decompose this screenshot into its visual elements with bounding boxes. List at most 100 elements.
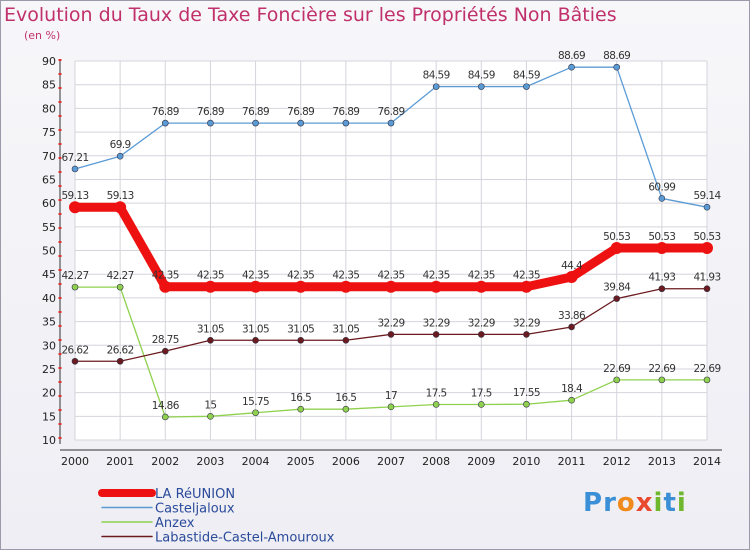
data-point — [523, 331, 530, 338]
data-point — [387, 119, 395, 127]
data-label: 14.86 — [152, 400, 180, 412]
data-label: 32.29 — [377, 317, 404, 329]
data-label: 42.35 — [152, 270, 179, 282]
data-label: 31.05 — [242, 323, 269, 335]
data-label: 32.29 — [468, 317, 495, 329]
data-label: 33.86 — [558, 310, 586, 322]
data-point — [204, 280, 217, 293]
x-tick-label: 2010 — [512, 455, 540, 468]
data-label: 31.05 — [332, 323, 359, 335]
y-tick-label: 80 — [42, 102, 56, 115]
data-label: 69.9 — [110, 139, 131, 151]
logo-letter: x — [635, 488, 654, 518]
x-tick-label: 2011 — [558, 455, 586, 468]
data-label: 16.5 — [290, 392, 311, 404]
data-label: 18.4 — [561, 383, 583, 395]
data-point — [207, 336, 214, 344]
data-label: 31.05 — [197, 323, 224, 335]
x-tick-label: 2003 — [196, 455, 224, 468]
data-point — [252, 336, 259, 344]
y-tick-label: 25 — [42, 363, 56, 376]
data-label: 76.89 — [332, 106, 359, 118]
data-label: 17.55 — [513, 387, 540, 399]
data-point — [249, 280, 262, 293]
x-tick-label: 2000 — [61, 455, 89, 468]
x-tick-label: 2001 — [106, 455, 134, 468]
data-point — [207, 119, 214, 127]
data-point — [613, 295, 621, 302]
data-label: 42.35 — [332, 270, 359, 282]
data-label: 84.59 — [468, 70, 495, 82]
data-point — [477, 83, 485, 90]
legend-label: Anzex — [155, 516, 195, 531]
data-point — [342, 405, 350, 413]
data-label: 42.35 — [287, 270, 314, 282]
data-label: 59.13 — [107, 190, 134, 202]
data-label: 32.29 — [423, 317, 450, 329]
data-label: 16.5 — [335, 392, 356, 404]
legend-label: LA RéUNION — [155, 487, 235, 502]
y-tick-label: 40 — [42, 292, 56, 305]
data-label: 42.35 — [513, 270, 540, 282]
data-label: 59.14 — [693, 190, 721, 202]
data-label: 22.69 — [693, 363, 720, 375]
data-label: 41.93 — [648, 272, 675, 284]
data-label: 15.75 — [242, 396, 269, 408]
x-tick-label: 2004 — [242, 455, 270, 468]
y-tick-label: 65 — [42, 173, 56, 186]
data-label: 17.5 — [471, 387, 492, 399]
data-point — [655, 241, 668, 254]
data-point — [69, 201, 81, 214]
chart-title: Evolution du Taux de Taxe Foncière sur l… — [4, 4, 617, 26]
data-point — [703, 203, 711, 211]
data-label: 88.69 — [603, 50, 630, 62]
x-tick-label: 2007 — [377, 455, 405, 468]
x-tick-label: 2014 — [693, 455, 721, 468]
data-label: 42.35 — [242, 270, 269, 282]
data-point — [387, 331, 395, 338]
data-label: 41.93 — [693, 272, 720, 284]
x-tick-label: 2005 — [287, 455, 315, 468]
data-point — [385, 280, 397, 293]
data-label: 59.13 — [61, 190, 88, 202]
data-point — [207, 413, 214, 420]
data-label: 32.29 — [513, 317, 540, 329]
data-point — [703, 376, 711, 384]
data-label: 39.84 — [603, 282, 631, 294]
data-point — [523, 83, 530, 90]
data-label: 26.62 — [107, 344, 134, 356]
logo-letter: i — [653, 488, 664, 518]
data-point — [432, 331, 440, 338]
x-tick-label: 2008 — [422, 455, 450, 468]
y-tick-label: 75 — [42, 126, 56, 139]
y-tick-label: 90 — [42, 55, 56, 68]
y-tick-label: 30 — [42, 339, 56, 352]
data-point — [252, 119, 259, 127]
data-label: 26.62 — [61, 344, 88, 356]
logo-letter: t — [663, 488, 677, 518]
data-label: 42.35 — [423, 270, 450, 282]
data-point — [387, 403, 395, 411]
data-point — [342, 119, 350, 127]
logo-letter: o — [616, 488, 636, 518]
logo-letter: P — [583, 488, 604, 518]
data-point — [161, 413, 169, 421]
data-label: 42.27 — [61, 270, 88, 282]
data-point — [568, 396, 575, 404]
logo-letter: i — [676, 488, 687, 518]
data-point — [342, 336, 350, 344]
data-point — [161, 119, 169, 127]
data-point — [432, 83, 440, 90]
data-label: 22.69 — [603, 363, 630, 375]
data-point — [114, 201, 127, 214]
data-point — [658, 285, 666, 293]
data-point — [297, 405, 305, 413]
y-tick-label: 45 — [42, 268, 56, 281]
data-point — [613, 376, 621, 384]
data-point — [297, 336, 305, 344]
data-label: 17 — [385, 390, 397, 402]
data-point — [477, 331, 485, 338]
data-point — [116, 152, 124, 160]
data-label: 42.35 — [197, 270, 224, 282]
data-label: 31.05 — [287, 323, 314, 335]
